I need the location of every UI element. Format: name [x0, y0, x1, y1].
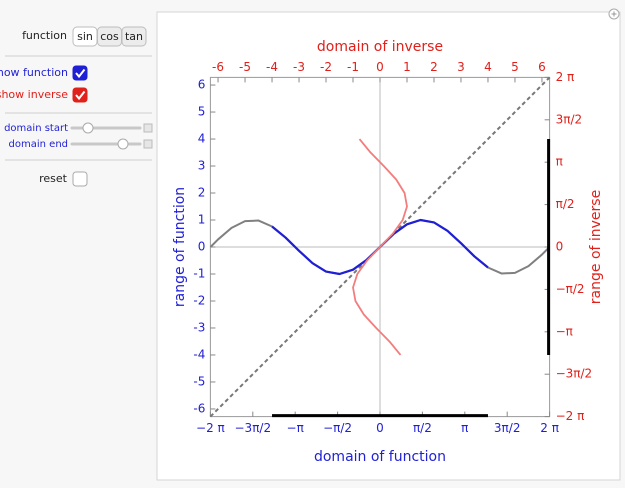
top-tick-label: 6 — [538, 60, 546, 74]
right-tick-label: −2 π — [556, 409, 585, 423]
left-tick-label: -1 — [193, 266, 205, 280]
slider-knob[interactable] — [82, 122, 94, 134]
top-tick-label: 4 — [484, 60, 492, 74]
slider-label: domain end — [9, 139, 68, 150]
bottom-tick-label: π/2 — [413, 421, 432, 435]
slider-expand[interactable] — [143, 139, 153, 149]
checkbox-label: show inverse — [0, 88, 68, 101]
bottom-tick-label: 3π/2 — [494, 421, 521, 435]
check-mark — [75, 68, 86, 79]
left-tick-label: 3 — [198, 159, 206, 173]
left-tick-label: 1 — [198, 213, 206, 227]
left-tick-label: -3 — [193, 320, 205, 334]
right-tick-label: −3π/2 — [556, 367, 593, 381]
slider-label: domain start — [4, 123, 68, 134]
checkbox[interactable] — [72, 65, 88, 81]
bottom-tick-label: π — [461, 421, 468, 435]
slider-expand[interactable] — [143, 123, 153, 133]
top-tick-label: 0 — [376, 60, 384, 74]
right-tick-label: π — [556, 155, 563, 169]
top-tick-label: 1 — [403, 60, 411, 74]
bottom-tick-label: −π/2 — [323, 421, 352, 435]
curve — [352, 138, 408, 356]
right-tick-label: 3π/2 — [556, 112, 583, 126]
y2-axis-label: range of inverse — [588, 190, 604, 304]
function-button-label: cos — [100, 30, 119, 43]
checkbox[interactable] — [72, 87, 88, 103]
plot-panel — [156, 11, 621, 481]
function-button[interactable] — [121, 26, 147, 47]
top-tick-label: 2 — [430, 60, 438, 74]
bottom-tick-label: −π — [287, 421, 304, 435]
x-axis-label: domain of function — [314, 449, 446, 465]
top-tick-label: -6 — [212, 60, 224, 74]
top-tick-label: -2 — [320, 60, 332, 74]
left-tick-label: -4 — [193, 347, 205, 361]
top-tick-label: 5 — [511, 60, 519, 74]
top-tick-label: -4 — [266, 60, 278, 74]
y-axis-label: range of function — [172, 187, 188, 307]
bottom-tick-label: −2 π — [196, 421, 225, 435]
right-tick-label: 0 — [556, 240, 564, 254]
right-tick-label: −π/2 — [556, 282, 585, 296]
left-tick-label: 0 — [198, 240, 206, 254]
checkbox[interactable] — [72, 171, 88, 187]
reset-label: reset — [39, 172, 68, 185]
function-button-label: tan — [125, 30, 143, 43]
top-tick-label: -1 — [347, 60, 359, 74]
bottom-tick-label: −3π/2 — [235, 421, 272, 435]
bottom-tick-label: 2 π — [540, 421, 559, 435]
top-tick-label: 3 — [457, 60, 465, 74]
checkbox-label: show function — [0, 66, 68, 79]
left-tick-label: -2 — [193, 293, 205, 307]
right-tick-label: π/2 — [556, 197, 575, 211]
check-mark — [75, 90, 86, 101]
left-tick-label: 6 — [198, 78, 206, 92]
function-button-label: sin — [77, 30, 93, 43]
function-label: function — [22, 29, 67, 42]
left-tick-label: 2 — [198, 186, 206, 200]
bottom-tick-label: 0 — [376, 421, 384, 435]
left-tick-label: 5 — [198, 105, 206, 119]
left-tick-label: -6 — [193, 401, 205, 415]
top-tick-label: -5 — [239, 60, 251, 74]
left-tick-label: 4 — [198, 132, 206, 146]
top-tick-label: -3 — [293, 60, 305, 74]
right-tick-label: 2 π — [556, 70, 575, 84]
options-icon — [611, 11, 617, 17]
right-tick-label: −π — [556, 324, 573, 338]
left-tick-label: -5 — [193, 374, 205, 388]
x2-axis-label: domain of inverse — [317, 39, 443, 55]
slider-knob[interactable] — [117, 138, 129, 150]
